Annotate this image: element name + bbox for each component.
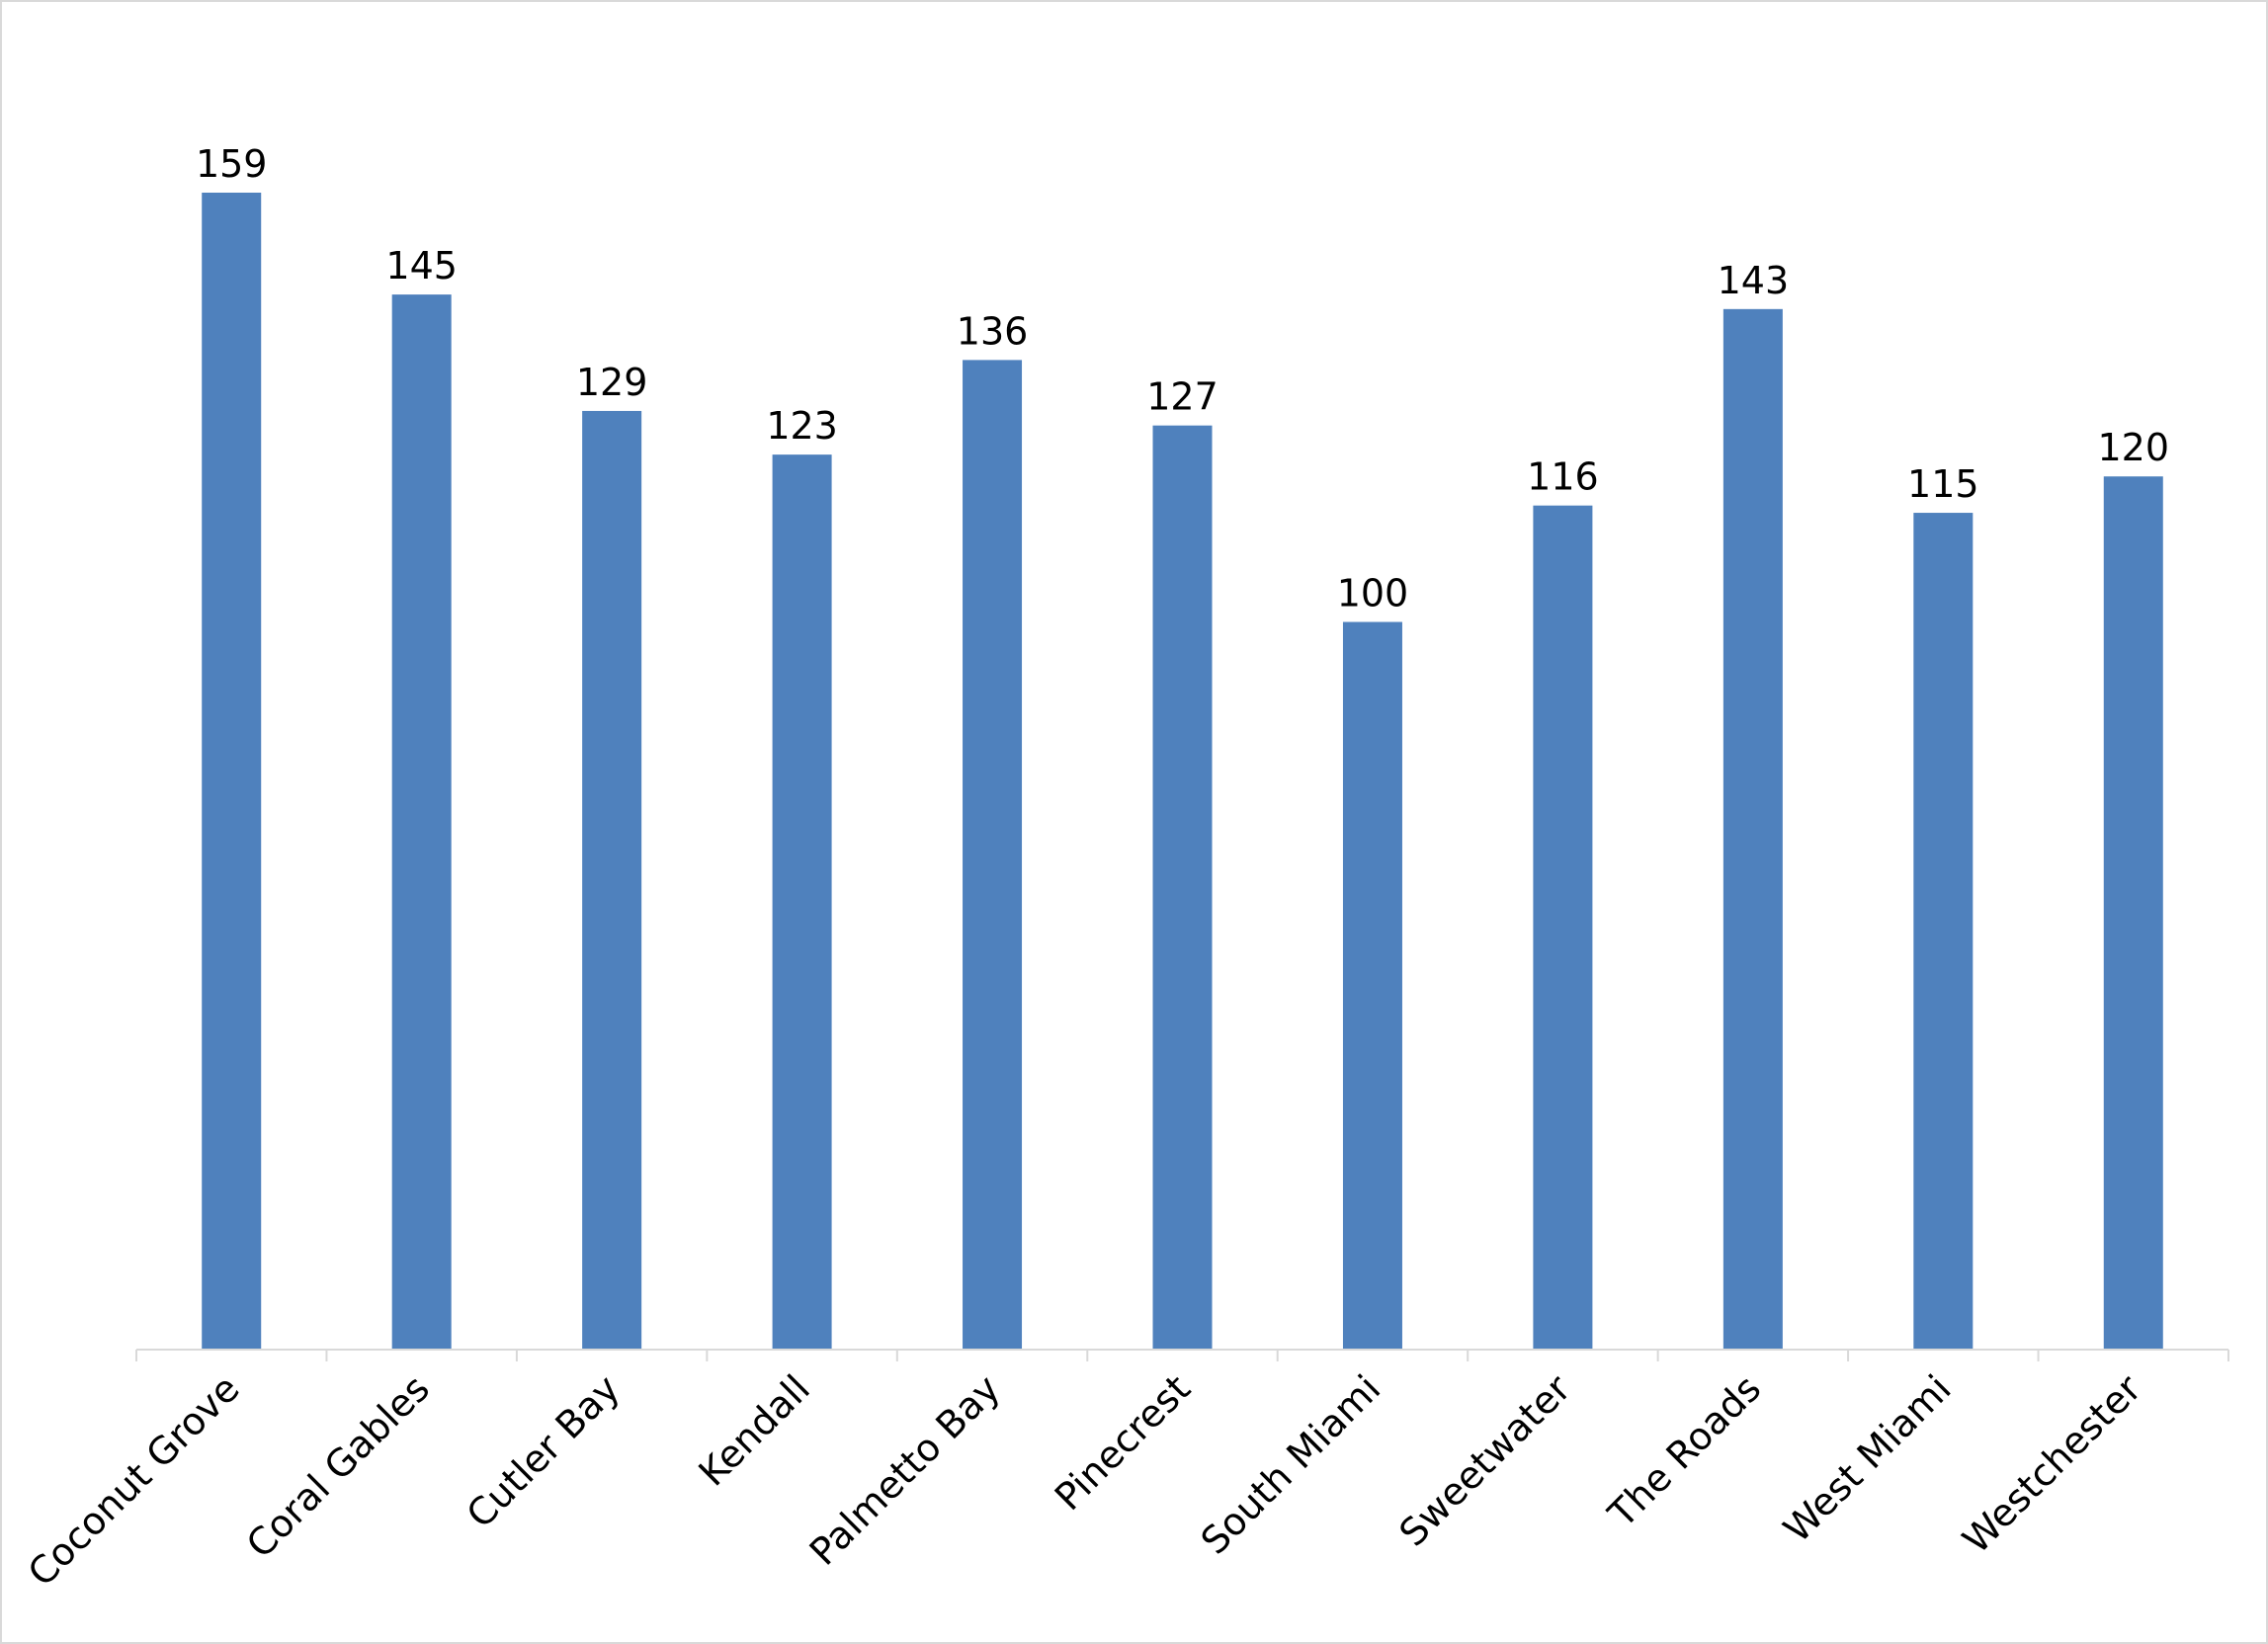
data-label: 136 — [957, 309, 1029, 353]
bar — [772, 454, 832, 1350]
bar — [1152, 425, 1213, 1350]
data-label: 116 — [1527, 455, 1599, 499]
bar — [582, 410, 642, 1351]
bar — [1722, 308, 1783, 1351]
bar — [963, 360, 1023, 1351]
data-label: 159 — [196, 142, 268, 186]
data-label: 127 — [1146, 375, 1218, 419]
data-label: 123 — [766, 404, 838, 448]
bar — [202, 193, 262, 1350]
data-label: 115 — [1907, 462, 1979, 506]
bar — [1913, 513, 1974, 1350]
data-label: 145 — [385, 244, 458, 288]
bar — [391, 294, 452, 1350]
data-label: 120 — [2098, 426, 2170, 469]
data-label: 100 — [1337, 572, 1409, 616]
data-label: 143 — [1718, 259, 1790, 302]
bar — [1342, 621, 1402, 1350]
data-label: 129 — [576, 361, 648, 404]
bar — [1533, 505, 1593, 1350]
bar — [2103, 476, 2163, 1350]
